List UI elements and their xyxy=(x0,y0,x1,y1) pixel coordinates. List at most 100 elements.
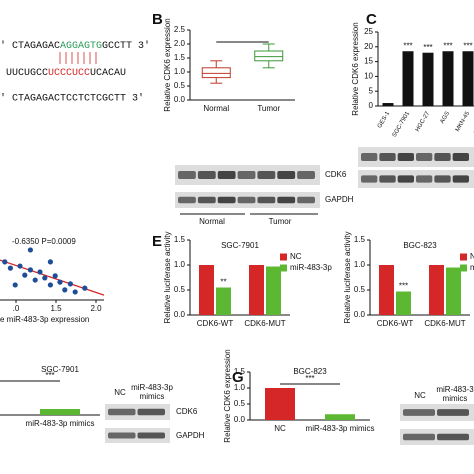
y-tick-label: 5 xyxy=(369,86,374,95)
bar xyxy=(379,265,394,315)
seq-part: UUCUGCC xyxy=(6,68,48,79)
blot-band xyxy=(379,153,396,161)
bar xyxy=(40,409,80,415)
legend-swatch xyxy=(460,253,467,261)
blot-band xyxy=(178,196,196,204)
chart-title: BGC-823 xyxy=(293,367,327,376)
legend-label: miR-483-3p xyxy=(290,263,332,272)
sequence: UUCUGCCUCCCUCCUCACAU xyxy=(6,68,126,79)
significance: *** xyxy=(443,41,452,50)
x-tick-label: miR-483-3p mimics xyxy=(26,419,95,428)
x-tick-label: .0 xyxy=(13,304,20,313)
y-tick-label: 15 xyxy=(364,57,373,66)
x-tick-label: SGC-7901 xyxy=(392,110,412,138)
x-tick-label: MKN-45 xyxy=(455,110,472,133)
seq-part: UCACAU xyxy=(90,68,126,79)
chart-title: BGC-823 xyxy=(403,241,437,250)
legend-label: NC xyxy=(290,252,302,261)
blot-label: miR-483-3p xyxy=(131,383,173,392)
significance: ** xyxy=(220,278,226,287)
x-tick-label: CDK6-MUT xyxy=(244,319,285,328)
blot-band xyxy=(137,432,165,439)
seq-part: GCCTT 3' xyxy=(102,40,150,52)
legend-swatch xyxy=(460,264,467,272)
blot-band xyxy=(178,171,196,179)
x-tick-label: miR-483-3p mimics xyxy=(306,424,375,433)
point xyxy=(22,272,28,278)
blot-band xyxy=(297,196,315,204)
blot-band xyxy=(397,175,414,183)
panel-letter: C xyxy=(366,11,377,28)
blot-band xyxy=(437,409,469,416)
x-tick-label: AGS xyxy=(440,111,452,125)
bar xyxy=(216,287,231,315)
blot-band xyxy=(452,175,469,183)
legend-swatch xyxy=(280,264,287,272)
bar xyxy=(442,51,454,106)
point xyxy=(7,265,13,271)
blot-label: mimics xyxy=(443,394,468,403)
y-tick-label: 1.0 xyxy=(354,260,366,269)
x-tick-label: CDK6-WT xyxy=(377,319,414,328)
x-tick-label: 1.5 xyxy=(50,304,62,313)
blot-band xyxy=(437,433,469,441)
point xyxy=(52,273,58,279)
point xyxy=(32,277,38,283)
blot-label: Tumor xyxy=(269,217,292,226)
blot-band xyxy=(361,153,378,161)
significance: *** xyxy=(403,41,412,50)
blot-band xyxy=(137,408,165,416)
bar xyxy=(249,265,264,315)
y-tick-label: 0.5 xyxy=(234,399,246,408)
panel-letter: E xyxy=(152,233,162,250)
bar xyxy=(402,51,414,106)
significance: *** xyxy=(423,43,432,52)
sequence: ' CTAGAGACAGGAGTGGCCTT 3' xyxy=(0,40,150,52)
point xyxy=(37,269,43,275)
x-tick-label: CDK6-MUT xyxy=(424,319,465,328)
blot-label: NC xyxy=(114,388,126,397)
blot-band xyxy=(237,196,256,204)
blot-label: mimics xyxy=(140,392,165,401)
legend-label: miR-483-3p xyxy=(470,263,474,272)
blot-band xyxy=(217,171,236,179)
point xyxy=(67,281,73,287)
panel-letter: B xyxy=(152,11,163,28)
x-tick-label: CDK6-WT xyxy=(197,319,234,328)
y-tick-label: 0.0 xyxy=(354,310,366,319)
blot-band xyxy=(416,175,433,183)
blot-band xyxy=(257,196,276,204)
y-tick-label: 0.5 xyxy=(174,81,186,90)
blot-band xyxy=(217,196,236,204)
significance: *** xyxy=(45,371,54,380)
blot-label: GAPDH xyxy=(325,195,354,204)
x-tick-label: GES-1 xyxy=(377,110,392,129)
significance: *** xyxy=(305,374,314,383)
point xyxy=(2,259,8,265)
blot-band xyxy=(379,175,396,183)
blot-band xyxy=(361,175,378,183)
blot-label: Normal xyxy=(199,217,225,226)
y-tick-label: 10 xyxy=(364,72,373,81)
point xyxy=(47,282,54,288)
box xyxy=(201,67,231,79)
y-axis-label: Relative CDK6 expression xyxy=(163,18,172,111)
blot-band xyxy=(397,153,414,161)
annotation: -0.6350 P=0.0009 xyxy=(12,237,76,246)
blot-band xyxy=(237,171,256,179)
bar xyxy=(396,291,411,315)
blot-band xyxy=(297,171,315,179)
blot-band xyxy=(108,408,136,416)
x-tick-label: Normal xyxy=(203,104,229,113)
y-axis-label: Relative luciferase activity xyxy=(163,231,172,323)
y-axis-label: Relative CDK6 expression xyxy=(351,22,360,115)
chart-title: SGC-7901 xyxy=(41,365,79,374)
blot-band xyxy=(416,153,433,161)
seq-part: ' CTAGAGAC xyxy=(0,40,60,52)
point xyxy=(12,282,18,288)
point xyxy=(17,263,23,269)
blot-band xyxy=(197,171,216,179)
blot-band xyxy=(277,171,296,179)
y-tick-label: 2.0 xyxy=(174,39,186,48)
y-tick-label: 0.0 xyxy=(174,310,186,319)
